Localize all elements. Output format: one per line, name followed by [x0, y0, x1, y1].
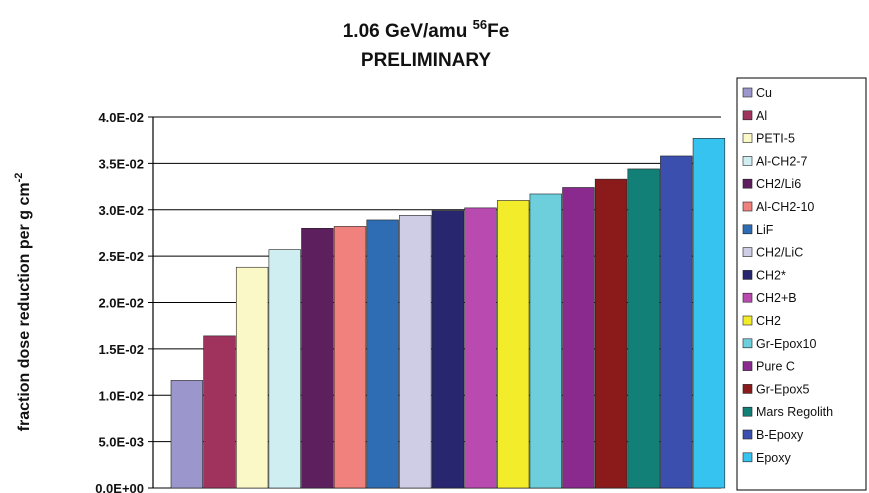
- legend-label: PETI-5: [756, 132, 795, 146]
- legend-label: Al-CH2-10: [756, 200, 814, 214]
- bar-ch2-: [431, 210, 465, 489]
- legend-label: B-Epoxy: [756, 428, 804, 442]
- legend-swatch: [742, 338, 753, 349]
- bar-b-epoxy: [660, 155, 693, 489]
- legend-label: Pure C: [756, 360, 795, 374]
- bar-ch2-li6: [301, 228, 334, 489]
- bar-ch2-lic: [399, 215, 432, 489]
- bar-ch2: [496, 200, 530, 489]
- y-tick-label: 0.0E+00: [95, 481, 144, 493]
- chart-title-element: Fe: [487, 21, 509, 42]
- legend-swatch: [742, 429, 753, 440]
- legend-label: CH2+B: [756, 291, 797, 305]
- legend-box: [736, 77, 867, 491]
- bar-cu: [170, 380, 204, 489]
- bar-al-ch2-7: [268, 249, 301, 489]
- legend-label: Al-CH2-7: [756, 154, 807, 168]
- legend-swatch: [742, 87, 753, 98]
- y-tick-label: 2.5E-02: [98, 249, 144, 264]
- chart-title-superscript: 56: [473, 17, 487, 32]
- y-tick-label: 5.0E-03: [98, 435, 144, 450]
- legend-label: Cu: [756, 86, 772, 100]
- legend-swatch: [742, 384, 753, 394]
- bar-epoxy: [692, 138, 726, 489]
- chart-subtitle: PRELIMINARY: [361, 50, 492, 71]
- legend-label: Gr-Epox10: [756, 337, 816, 351]
- y-tick-label: 3.5E-02: [98, 156, 144, 171]
- legend-label: Gr-Epox5: [756, 382, 810, 396]
- legend: Cu Al PETI-5 Al-CH2-7 CH2/Li6 Al-CH2-10 LiF CH2…: [736, 77, 867, 491]
- bar-mars-regolith: [627, 168, 660, 489]
- legend-swatch: [742, 406, 753, 417]
- legend-swatch: [742, 361, 753, 371]
- legend-swatch: [742, 247, 753, 257]
- axes: [148, 116, 154, 489]
- legend-swatch: [742, 110, 753, 121]
- legend-label: CH2*: [756, 268, 786, 282]
- chart-title: 1.06 GeV/amu 56Fe: [343, 17, 510, 42]
- legend-label: CH2/Li6: [756, 177, 801, 191]
- chart-title-main: 1.06 GeV/amu: [343, 21, 473, 42]
- legend-swatch: [742, 270, 753, 280]
- y-axis-label-text: fraction dose reduction per g cm: [16, 182, 33, 431]
- y-tick-label: 3.0E-02: [98, 203, 144, 218]
- legend-swatch: [742, 156, 753, 166]
- legend-label: Epoxy: [756, 451, 791, 465]
- legend-swatch: [742, 201, 753, 212]
- bar-peti-5: [235, 266, 269, 489]
- y-tick-label: 1.5E-02: [98, 342, 144, 357]
- bar-lif: [366, 219, 399, 489]
- bar-gr-epox5: [594, 178, 628, 489]
- legend-label: CH2/LiC: [756, 246, 803, 260]
- bars: [170, 138, 726, 489]
- bar-al-ch2-10: [333, 226, 367, 489]
- bar-ch2-b: [464, 207, 497, 489]
- legend-swatch: [742, 452, 753, 463]
- legend-label: LiF: [756, 223, 774, 237]
- y-axis-label-superscript: -2: [13, 173, 25, 183]
- legend-swatch: [742, 315, 753, 326]
- legend-label: Mars Regolith: [756, 405, 833, 419]
- y-tick-labels: 0.0E+00 5.0E-03 1.0E-02 1.5E-02 2.0E-02 2.5E-…: [95, 110, 144, 493]
- legend-swatch: [742, 292, 753, 303]
- legend-swatch: [742, 224, 753, 235]
- bar-gr-epox10: [529, 193, 562, 489]
- y-tick-label: 4.0E-02: [98, 110, 144, 125]
- y-tick-label: 1.0E-02: [98, 388, 144, 403]
- y-axis-label: fraction dose reduction per g cm-2: [13, 173, 33, 432]
- legend-swatch: [742, 178, 753, 189]
- legend-label: Al: [756, 109, 767, 123]
- y-tick-label: 2.0E-02: [98, 296, 144, 311]
- legend-swatch: [742, 133, 753, 143]
- bar-al: [203, 335, 236, 489]
- bar-pure-c: [562, 187, 595, 489]
- legend-label: CH2: [756, 314, 781, 328]
